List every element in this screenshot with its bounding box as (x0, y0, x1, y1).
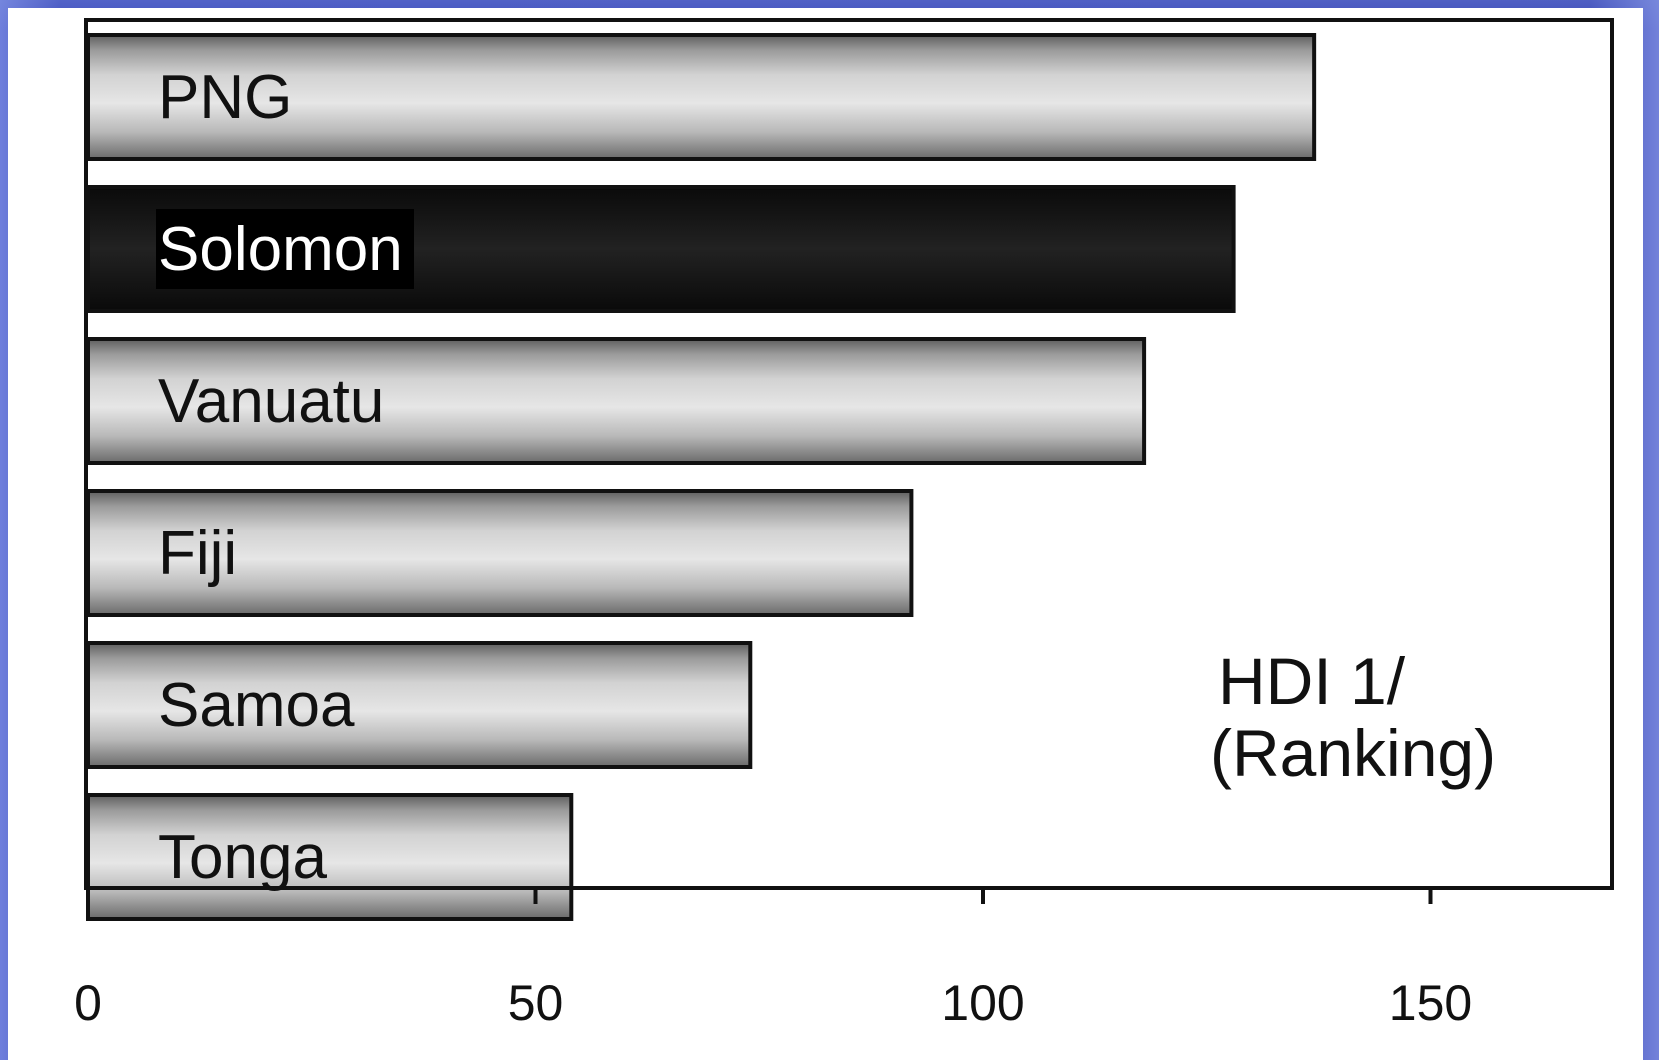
bar-label-png: PNG (158, 63, 292, 132)
chart-annotation-line-1: HDI 1/ (1218, 644, 1406, 718)
hdi-bar-chart: PNG Solomon Vanuatu Fiji Samoa Tonga 0 50 100 15… (74, 18, 1614, 1031)
bar-label-tonga: Tonga (158, 823, 327, 892)
bars-layer: PNG Solomon Vanuatu Fiji Samoa Tonga (86, 33, 1317, 921)
bar-png (86, 33, 1317, 161)
bar-vanuatu (86, 337, 1147, 465)
bar-label-solomon: Solomon (158, 215, 403, 284)
x-tick-label-50: 50 (508, 975, 564, 1031)
bar-label-fiji: Fiji (158, 519, 237, 588)
x-tick-label-100: 100 (941, 975, 1024, 1031)
x-tick-label-150: 150 (1389, 975, 1472, 1031)
bar-samoa (86, 641, 753, 769)
chart-panel: PNG Solomon Vanuatu Fiji Samoa Tonga 0 50 100 15… (8, 8, 1643, 1060)
bar-tonga (86, 793, 574, 921)
bar-label-samoa: Samoa (158, 671, 355, 740)
bar-label-background-solomon (156, 209, 414, 289)
bar-label-vanuatu: Vanuatu (158, 367, 384, 436)
bar-fiji (86, 489, 914, 617)
x-tick-label-0: 0 (74, 975, 102, 1031)
chart-annotation-line-2: (Ranking) (1210, 716, 1496, 790)
x-axis: 0 50 100 150 (74, 886, 1612, 1031)
